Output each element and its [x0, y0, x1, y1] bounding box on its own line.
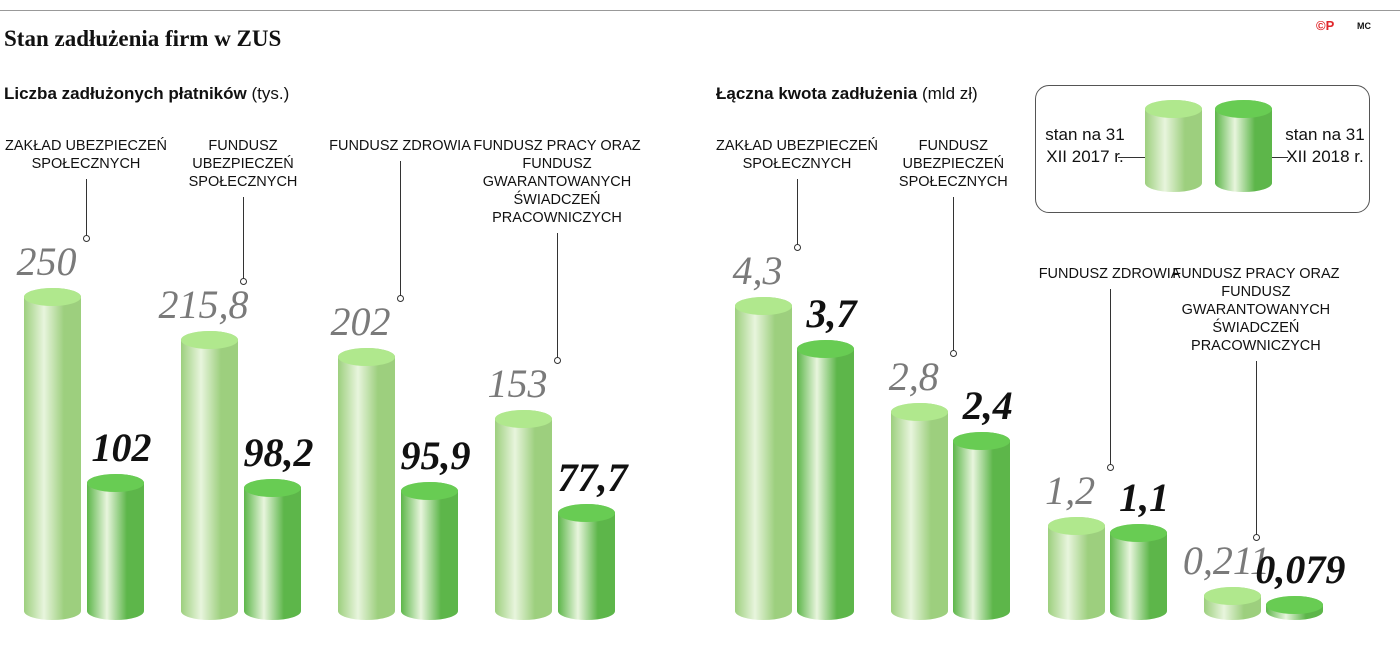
cylinder-top	[1215, 100, 1272, 118]
category-label: FUNDUSZ PRACY ORAZ FUNDUSZ GWARANTOWANYC…	[1172, 266, 1340, 354]
leader-dot	[397, 295, 404, 303]
leader-line	[953, 197, 955, 354]
cylinder-top	[181, 330, 238, 349]
bar	[1265, 596, 1323, 620]
cylinder-top	[1203, 587, 1261, 606]
leader-line	[1109, 289, 1111, 467]
value-label: 2,4	[962, 382, 1013, 428]
bar	[953, 431, 1011, 620]
cylinder-top	[953, 431, 1011, 450]
legend-leader	[1272, 157, 1288, 158]
cylinder-top	[495, 409, 552, 428]
category-label: FUNDUSZ PRACY ORAZ FUNDUSZ GWARANTOWANYC…	[473, 138, 641, 226]
leader-line	[86, 179, 87, 238]
bar	[891, 403, 949, 620]
leader-dot	[794, 244, 801, 251]
leader-line	[797, 179, 798, 247]
cylinder-top	[244, 478, 301, 497]
value-label: 102	[91, 424, 152, 470]
leader-dot	[1252, 534, 1260, 542]
panel-title: Łączna kwota zadłużenia (mld zł)	[716, 84, 978, 104]
leader-line	[1255, 361, 1257, 538]
leader-dot	[950, 350, 958, 358]
value-label: 0,211	[1182, 538, 1270, 584]
logo: ©P	[1316, 18, 1335, 33]
value-label: 77,7	[557, 455, 628, 501]
legend-swatch	[1215, 100, 1272, 192]
bar	[1203, 587, 1261, 620]
bar	[558, 504, 615, 620]
legend-leader	[1118, 157, 1145, 158]
legend-label: stan na 31 XII 2018 r.	[1285, 125, 1365, 166]
value-label: 153	[487, 360, 548, 406]
bar	[244, 478, 301, 620]
leader-line	[557, 233, 558, 360]
cylinder-top	[1047, 516, 1105, 535]
cylinder-top	[797, 339, 854, 358]
bar	[1047, 516, 1105, 620]
panel-unit: (mld zł)	[921, 84, 978, 103]
value-label: 95,9	[400, 432, 471, 478]
bar	[24, 288, 81, 620]
cylinder-top	[735, 297, 792, 315]
panel-title: Liczba zadłużonych płatników (tys.)	[4, 84, 289, 104]
bar	[735, 297, 792, 620]
bar	[338, 348, 395, 620]
cylinder-top	[1265, 596, 1323, 615]
cylinder-top	[401, 481, 458, 500]
value-label: 1,2	[1045, 467, 1096, 513]
category-label: FUNDUSZ UBEZPIECZEŃ SPOŁECZNYCH	[188, 138, 298, 190]
cylinder-top	[1145, 100, 1202, 118]
value-label: 0,079	[1255, 547, 1346, 593]
value-label: 250	[16, 239, 77, 284]
value-label: 1,1	[1119, 474, 1170, 520]
category-label: FUNDUSZ ZDROWIA	[1038, 266, 1181, 282]
value-label: 4,3	[732, 248, 783, 293]
leader-dot	[1106, 463, 1114, 471]
leader-line	[243, 197, 244, 281]
legend-swatch	[1145, 100, 1202, 192]
value-label: 98,2	[243, 429, 314, 475]
legend	[1035, 85, 1370, 213]
cylinder-top	[891, 403, 949, 422]
top-rule	[0, 10, 1400, 11]
category-label: ZAKŁAD UBEZPIECZEŃ SPOŁECZNYCH	[716, 138, 878, 172]
bar	[1109, 523, 1167, 620]
category-label: FUNDUSZ ZDROWIA	[329, 138, 471, 154]
value-label: 2,8	[888, 354, 939, 400]
bar	[181, 330, 238, 620]
leader-dot	[83, 235, 90, 242]
bar	[495, 409, 552, 620]
value-label: 3,7	[806, 290, 857, 336]
panel-title-main: Liczba zadłużonych płatników	[4, 84, 247, 103]
bar	[87, 473, 144, 620]
legend-label: stan na 31 XII 2017 r.	[1045, 125, 1125, 166]
value-label: 202	[330, 299, 391, 345]
leader-dot	[554, 356, 561, 364]
cylinder-top	[558, 504, 615, 523]
author: MC	[1357, 21, 1371, 31]
title: Stan zadłużenia firm w ZUS	[4, 26, 282, 51]
panel-title-main: Łączna kwota zadłużenia	[716, 84, 918, 103]
panel-unit: (tys.)	[251, 84, 290, 103]
cylinder-top	[24, 288, 81, 306]
cylinder-top	[1109, 523, 1167, 542]
bar	[401, 481, 458, 620]
leader-line	[400, 161, 401, 299]
value-label: 215,8	[158, 281, 249, 327]
category-label: ZAKŁAD UBEZPIECZEŃ SPOŁECZNYCH	[5, 138, 167, 172]
category-label: FUNDUSZ UBEZPIECZEŃ SPOŁECZNYCH	[898, 138, 1008, 190]
cylinder-top	[338, 348, 395, 367]
cylinder-top	[87, 473, 144, 492]
bar	[797, 339, 854, 620]
leader-dot	[240, 277, 247, 285]
